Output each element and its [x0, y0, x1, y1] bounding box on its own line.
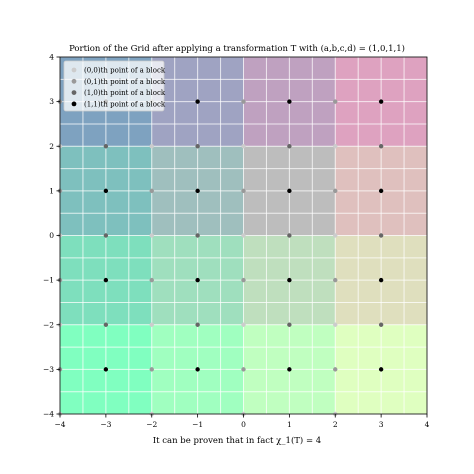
x-tick-label: −3 [100, 420, 111, 429]
data-point-series-3 [287, 277, 292, 283]
legend-box [63, 60, 165, 112]
data-point-series-0 [333, 144, 338, 149]
legend-marker-0 [71, 67, 77, 73]
data-point-series-0 [241, 233, 246, 238]
data-point-series-1 [241, 367, 246, 372]
x-tick-label: 3 [379, 420, 384, 429]
x-tick-label: 4 [425, 420, 430, 429]
y-tick-label: 2 [49, 142, 54, 151]
data-point-series-0 [149, 322, 154, 327]
legend-label-3: (1,1)th point of a block [84, 100, 166, 108]
data-point-series-0 [241, 322, 246, 327]
data-point-series-3 [195, 367, 200, 372]
data-point-series-3 [378, 367, 384, 372]
data-point-series-0 [333, 233, 338, 238]
data-point-series-0 [149, 233, 154, 238]
data-point-series-1 [149, 188, 154, 194]
data-point-series-3 [103, 277, 109, 283]
y-tick-label: −1 [43, 276, 54, 285]
y-tick-label: −4 [43, 410, 54, 419]
data-point-series-2 [103, 233, 109, 238]
data-point-series-0 [241, 144, 246, 149]
data-points [57, 99, 384, 417]
data-point-series-2 [195, 144, 200, 149]
data-point-series-1 [241, 277, 246, 283]
legend-label-0: (0,0)th point of a block [84, 67, 166, 75]
x-tick-label: 2 [333, 420, 338, 429]
data-point-series-3 [195, 277, 200, 283]
data-point-series-2 [195, 233, 200, 238]
x-axis-label: It can be proven that in fact χ_1(T) = 4 [153, 435, 321, 446]
data-point-series-1 [333, 99, 338, 104]
data-point-series-3 [378, 277, 384, 283]
y-tick-label: 0 [49, 231, 54, 240]
legend-marker-3 [71, 101, 77, 107]
x-tick-label: −1 [192, 420, 203, 429]
data-point-series-3 [378, 188, 384, 194]
data-point-series-2 [287, 233, 292, 238]
data-point-series-3 [103, 367, 109, 372]
x-tick-label: −4 [54, 420, 65, 429]
legend-marker-2 [71, 90, 77, 95]
data-point-series-1 [241, 188, 246, 194]
legend-label-1: (0,1)th point of a block [84, 78, 166, 86]
y-tick-label: 3 [49, 97, 54, 106]
data-point-series-2 [378, 233, 384, 238]
data-point-series-0 [333, 322, 338, 327]
x-tick-label: 0 [241, 420, 246, 429]
data-point-series-1 [333, 188, 338, 194]
chart-title: Portion of the Grid after applying a tra… [69, 43, 405, 54]
data-point-series-2 [287, 322, 292, 327]
x-tick-label: −2 [146, 420, 157, 429]
data-point-series-1 [241, 99, 246, 104]
data-point-series-2 [195, 322, 200, 327]
data-point-series-3 [287, 367, 292, 372]
data-point-series-3 [287, 99, 292, 104]
data-point-series-2 [378, 322, 384, 327]
data-point-series-2 [103, 144, 109, 149]
data-point-series-1 [149, 277, 154, 283]
y-tick-label: 1 [49, 186, 54, 195]
data-point-series-3 [195, 99, 200, 104]
y-tick-label: 4 [49, 53, 54, 62]
data-point-series-1 [333, 277, 338, 283]
axes: −4 −3 −2 −1 0 1 2 3 4 −4 −3 −2 −1 0 1 2 3 4 [43, 53, 430, 429]
x-tick-label: 1 [287, 420, 292, 429]
data-point-series-3 [378, 99, 384, 104]
data-point-series-1 [333, 367, 338, 372]
y-tick-label: −2 [43, 320, 54, 329]
legend-marker-1 [71, 78, 77, 84]
data-point-series-3 [103, 188, 109, 194]
data-point-series-3 [287, 188, 292, 194]
data-point-series-1 [149, 367, 154, 372]
data-point-series-2 [287, 144, 292, 149]
y-tick-label: −3 [43, 365, 54, 374]
legend-label-2: (1,0)th point of a block [84, 89, 166, 97]
data-point-series-2 [378, 144, 384, 149]
data-point-series-0 [149, 144, 154, 149]
data-point-series-3 [195, 188, 200, 194]
legend: (0,0)th point of a block (0,1)th point of… [63, 60, 166, 112]
data-point-series-2 [103, 322, 109, 327]
